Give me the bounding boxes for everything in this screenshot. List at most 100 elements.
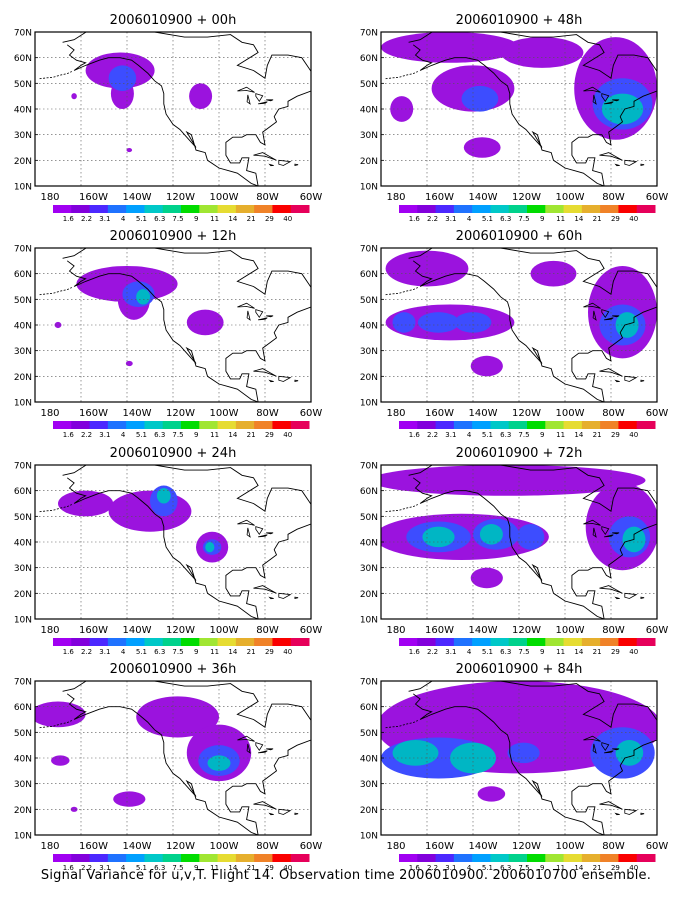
colorbar-label: 9 [194,864,198,872]
lon-tick-label: 80W [602,841,625,852]
lat-tick-label: 50N [14,513,32,523]
colorbar-swatch [417,638,437,646]
colorbar-label: 9 [540,431,544,439]
coastline-detail [640,379,645,383]
colorbar-swatch [472,638,491,646]
colorbar-swatch [563,205,583,213]
colorbar-label: 5.1 [482,215,493,223]
colorbar-swatch [217,638,237,646]
lat-tick-label: 70N [360,462,378,472]
lat-tick-label: 70N [14,678,32,688]
colorbar-swatch [600,638,619,646]
panel-title: 2006010900 + 84h [456,662,583,677]
variance-contour [479,524,503,545]
colorbar-swatch [254,421,273,429]
colorbar-label: 29 [611,648,620,656]
colorbar-swatch [126,421,145,429]
colorbar-label: 14 [574,864,583,872]
colorbar-label: 21 [247,431,256,439]
coastline [62,465,311,619]
lat-tick-label: 10N [14,616,32,626]
colorbar-label: 7.5 [172,648,183,656]
colorbar-label: 1.6 [409,431,421,439]
coastline-detail [583,302,601,309]
lat-tick-label: 30N [14,780,32,790]
lat-tick-label: 40N [14,539,32,549]
colorbar-swatch [435,638,455,646]
variance-contour [126,148,133,153]
colorbar-label: 4 [467,215,472,223]
colorbar-swatch [199,205,219,213]
lat-tick-label: 20N [360,157,378,167]
colorbar-label: 6.3 [154,648,165,656]
map-panel: 2006010900 + 60h 70N 60N 50N 40N 30N 20N 10N 180… [360,229,669,439]
variance-contour [108,65,137,92]
lon-tick-label: 100W [210,192,239,203]
lon-tick-label: 100W [556,841,585,852]
colorbar-swatch [107,854,127,862]
colorbar-swatch [144,638,164,646]
panel-title: 2006010900 + 60h [456,229,583,244]
map-panel: 2006010900 + 00h 70N 60N 50N 40N 30N 20N 10N 180… [14,13,323,223]
colorbar-swatch [235,638,255,646]
coastline-detail [592,743,597,754]
lon-tick-label: 140W [123,841,152,852]
colorbar-label: 5.1 [136,864,147,872]
coastline-detail [624,808,638,815]
colorbar-label: 1.6 [63,431,75,439]
lon-tick-label: 60W [646,625,669,636]
colorbar-label: 4 [467,648,472,656]
coastline-detail [624,159,638,166]
lat-tick-label: 70N [14,29,32,39]
colorbar-swatch [618,205,638,213]
lat-tick-label: 40N [14,322,32,332]
coastline-detail [258,317,268,321]
variance-contour [207,755,231,771]
colorbar-label: 1.6 [63,864,75,872]
lon-tick-label: 80W [602,408,625,419]
lat-tick-label: 20N [14,590,32,600]
colorbar-swatch [254,854,273,862]
colorbar-swatch [545,854,565,862]
coastline-detail [583,86,601,93]
variance-contour [70,806,78,812]
coastline-detail [246,310,251,321]
map-panel: 2006010900 + 72h 70N 60N 50N 40N 30N 20N 10N 180… [360,446,669,656]
colorbar-swatch [563,854,583,862]
lat-tick-label: 40N [360,755,378,765]
lon-tick-label: 160W [425,625,454,636]
colorbar-label: 11 [556,431,565,439]
colorbar-label: 1.6 [409,648,421,656]
colorbar-swatch [453,421,473,429]
variance-contour [58,490,114,517]
colorbar-swatch [272,421,292,429]
coastline [62,32,311,186]
lat-tick-label: 60N [360,703,378,713]
colorbar-label: 7.5 [172,864,183,872]
lat-tick-label: 60N [14,487,32,497]
variance-contour [156,488,171,504]
colorbar-label: 4 [121,864,126,872]
colorbar-label: 5.1 [482,648,493,656]
colorbar-swatch [581,854,601,862]
coastline-detail [246,743,251,754]
colorbar-label: 9 [194,648,198,656]
lon-tick-label: 140W [469,625,498,636]
colorbar-label: 29 [265,648,274,656]
lon-tick-label: 80W [256,841,279,852]
colorbar-swatch [636,638,656,646]
colorbar-swatch [600,854,619,862]
lon-tick-label: 60W [646,192,669,203]
colorbar-swatch [490,638,510,646]
colorbar-label: 3.1 [445,648,456,656]
colorbar-label: 2.2 [427,864,438,872]
colorbar-label: 11 [210,431,219,439]
colorbar-label: 14 [228,215,237,223]
lat-tick-label: 60N [14,54,32,64]
colorbar-swatch [53,854,72,862]
lat-tick-label: 40N [360,539,378,549]
colorbar-label: 40 [283,864,292,872]
colorbar-label: 21 [593,431,602,439]
lat-tick-label: 10N [14,832,32,842]
colorbar-label: 2.2 [81,215,92,223]
